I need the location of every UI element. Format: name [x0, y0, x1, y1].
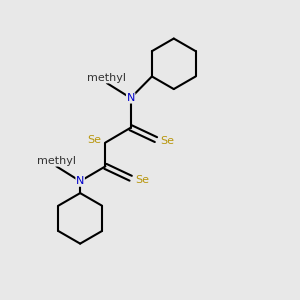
Text: methyl: methyl	[37, 156, 76, 166]
Text: Se: Se	[87, 135, 101, 145]
Text: Se: Se	[135, 175, 149, 185]
Text: N: N	[127, 93, 135, 103]
Text: methyl: methyl	[87, 73, 126, 83]
Text: Se: Se	[160, 136, 174, 146]
Text: N: N	[76, 176, 84, 186]
